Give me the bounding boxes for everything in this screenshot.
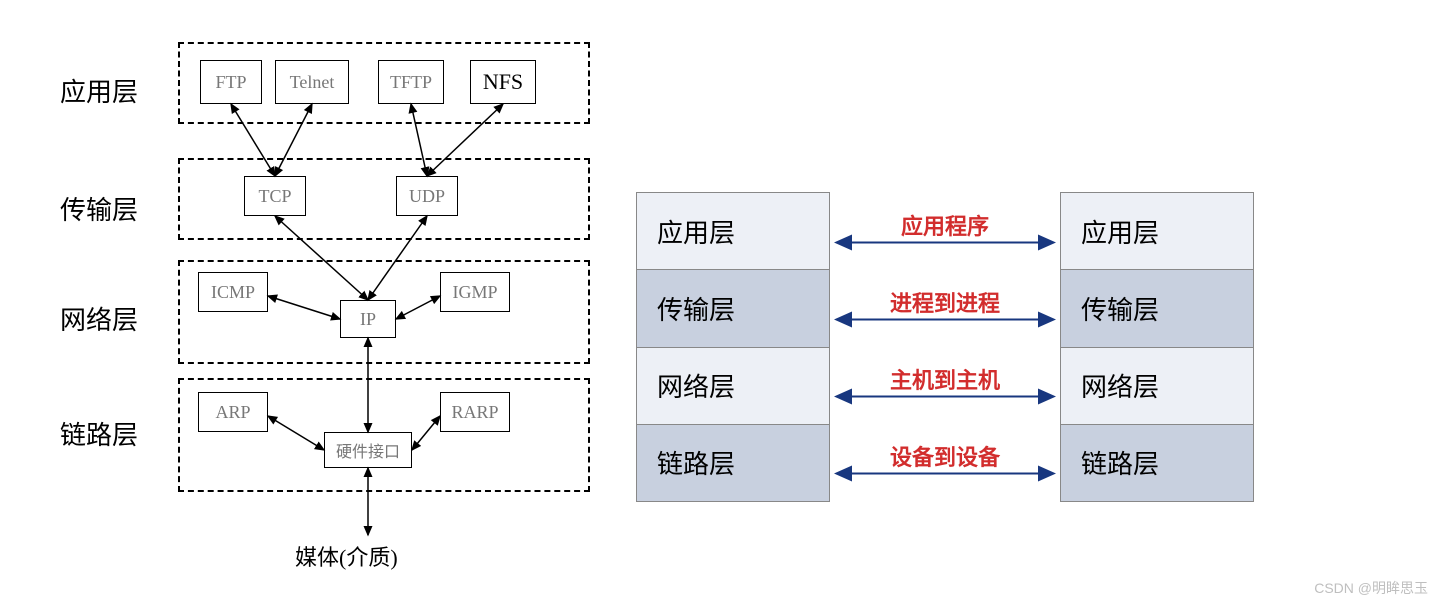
stack-cell: 链路层: [1061, 425, 1253, 501]
stack-cell: 网络层: [1061, 348, 1253, 425]
stack-cell: 应用层: [1061, 193, 1253, 270]
media-label: 媒体(介质): [295, 540, 398, 572]
watermark: CSDN @明眸思玉: [1314, 578, 1428, 598]
stack-cell: 应用层: [637, 193, 829, 270]
layer-stack-right: 应用层传输层网络层链路层: [1060, 192, 1254, 502]
peer-label: 主机到主机: [885, 363, 1005, 395]
stack-cell: 传输层: [1061, 270, 1253, 347]
stack-cell: 链路层: [637, 425, 829, 501]
peer-label: 进程到进程: [885, 286, 1005, 318]
stack-cell: 网络层: [637, 348, 829, 425]
peer-label: 应用程序: [885, 209, 1005, 241]
stack-cell: 传输层: [637, 270, 829, 347]
diagram-canvas: 应用层传输层网络层链路层FTPTelnetTFTPNFSTCPUDPICMPIG…: [0, 0, 1436, 600]
layer-stack-left: 应用层传输层网络层链路层: [636, 192, 830, 502]
peer-label: 设备到设备: [885, 440, 1005, 472]
